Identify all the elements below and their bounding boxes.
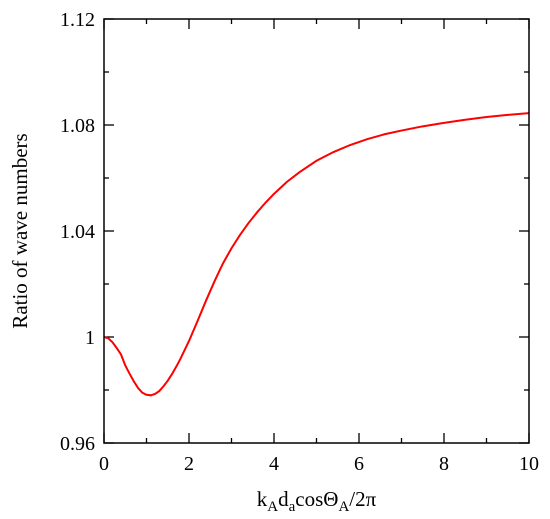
- x-tick-label: 8: [439, 453, 449, 475]
- x-title-cos: cos: [295, 487, 323, 511]
- x-title-k: k: [257, 487, 268, 511]
- y-tick-label: 1: [85, 327, 95, 349]
- x-tick-label: 2: [184, 453, 194, 475]
- y-tick-label: 1.12: [60, 9, 95, 31]
- y-tick-label: 0.96: [60, 433, 95, 455]
- x-title-tail: /2π: [349, 487, 376, 511]
- y-axis-title: Ratio of wave numbers: [8, 133, 32, 328]
- plot-frame: [103, 18, 530, 444]
- y-tick-label: 1.04: [60, 221, 95, 243]
- x-title-d: d: [278, 487, 289, 511]
- x-tick-label: 4: [269, 453, 279, 475]
- series-layer: [103, 112, 530, 397]
- x-axis-ticks: 0 2 4 6 8 10: [99, 19, 539, 475]
- x-tick-label: 0: [99, 453, 109, 475]
- x-title-theta: Θ: [323, 487, 338, 511]
- y-tick-label: 1.08: [60, 115, 95, 137]
- x-title-sub-2: a: [289, 499, 296, 515]
- x-title-sub-3: A: [338, 499, 349, 515]
- x-tick-label: 6: [354, 453, 364, 475]
- y-axis-ticks: 0.96 1 1.04 1.08 1.12: [60, 9, 529, 455]
- x-title-sub-1: A: [267, 499, 278, 515]
- series-line-0: [103, 112, 530, 397]
- x-axis-title: kAdacosΘA/2π: [257, 487, 377, 515]
- x-tick-label: 10: [519, 453, 539, 475]
